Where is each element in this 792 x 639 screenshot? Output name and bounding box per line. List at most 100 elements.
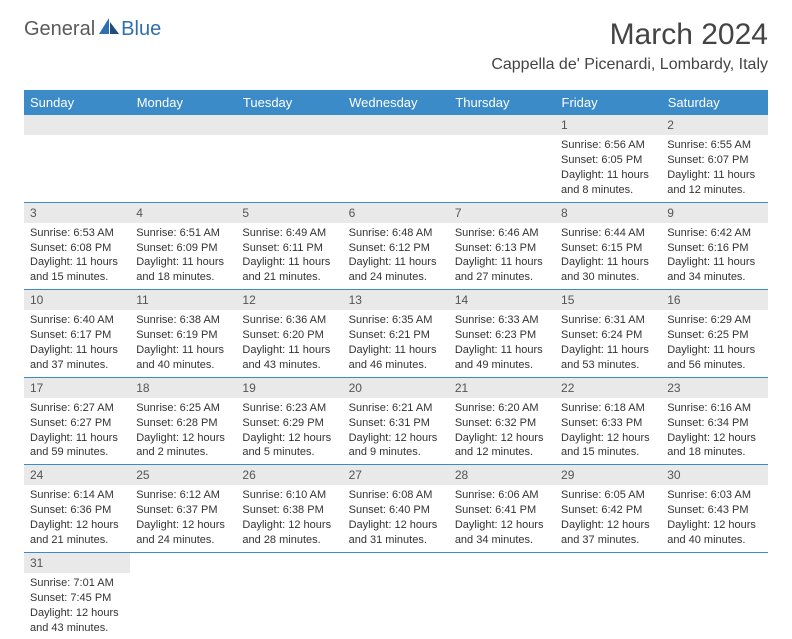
sunset: Sunset: 6:13 PM: [455, 241, 549, 256]
daylight: Daylight: 12 hours and 21 minutes.: [30, 518, 124, 548]
daylight: Daylight: 11 hours and 34 minutes.: [667, 255, 761, 285]
daylight: Daylight: 12 hours and 12 minutes.: [455, 431, 549, 461]
sunset: Sunset: 6:24 PM: [561, 328, 655, 343]
sunset: Sunset: 6:32 PM: [455, 416, 549, 431]
calendar-cell: 12Sunrise: 6:36 AMSunset: 6:20 PMDayligh…: [236, 290, 342, 378]
day-data: Sunrise: 6:29 AMSunset: 6:25 PMDaylight:…: [661, 310, 767, 376]
day-number: 30: [661, 465, 767, 485]
sunset: Sunset: 6:37 PM: [136, 503, 230, 518]
weekday-header: Tuesday: [236, 90, 342, 115]
sunrise: Sunrise: 6:29 AM: [667, 313, 761, 328]
day-data: Sunrise: 6:14 AMSunset: 6:36 PMDaylight:…: [24, 485, 130, 551]
calendar-cell: 24Sunrise: 6:14 AMSunset: 6:36 PMDayligh…: [24, 465, 130, 553]
daylight: Daylight: 12 hours and 40 minutes.: [667, 518, 761, 548]
sunset: Sunset: 6:28 PM: [136, 416, 230, 431]
calendar-cell: 10Sunrise: 6:40 AMSunset: 6:17 PMDayligh…: [24, 290, 130, 378]
calendar-row: 1Sunrise: 6:56 AMSunset: 6:05 PMDaylight…: [24, 115, 768, 202]
sunrise: Sunrise: 6:40 AM: [30, 313, 124, 328]
day-number: 22: [555, 378, 661, 398]
brand-general: General: [24, 18, 95, 41]
daylight: Daylight: 12 hours and 43 minutes.: [30, 606, 124, 636]
calendar-cell: 7Sunrise: 6:46 AMSunset: 6:13 PMDaylight…: [449, 202, 555, 290]
daylight: Daylight: 12 hours and 37 minutes.: [561, 518, 655, 548]
sunrise: Sunrise: 6:14 AM: [30, 488, 124, 503]
day-data: Sunrise: 6:48 AMSunset: 6:12 PMDaylight:…: [343, 223, 449, 289]
day-data: Sunrise: 6:12 AMSunset: 6:37 PMDaylight:…: [130, 485, 236, 551]
calendar-cell: [236, 115, 342, 202]
daylight: Daylight: 12 hours and 15 minutes.: [561, 431, 655, 461]
calendar-cell: [449, 115, 555, 202]
day-number: 24: [24, 465, 130, 485]
calendar-cell: [661, 552, 767, 639]
day-data: Sunrise: 6:49 AMSunset: 6:11 PMDaylight:…: [236, 223, 342, 289]
day-data: Sunrise: 6:03 AMSunset: 6:43 PMDaylight:…: [661, 485, 767, 551]
day-number-empty: [236, 115, 342, 135]
sunrise: Sunrise: 6:12 AM: [136, 488, 230, 503]
daylight: Daylight: 11 hours and 15 minutes.: [30, 255, 124, 285]
day-number: 17: [24, 378, 130, 398]
calendar-cell: 6Sunrise: 6:48 AMSunset: 6:12 PMDaylight…: [343, 202, 449, 290]
daylight: Daylight: 12 hours and 18 minutes.: [667, 431, 761, 461]
sunrise: Sunrise: 6:46 AM: [455, 226, 549, 241]
daylight: Daylight: 11 hours and 59 minutes.: [30, 431, 124, 461]
daylight: Daylight: 11 hours and 18 minutes.: [136, 255, 230, 285]
location: Cappella de' Picenardi, Lombardy, Italy: [491, 56, 768, 74]
sunset: Sunset: 6:08 PM: [30, 241, 124, 256]
sunset: Sunset: 6:09 PM: [136, 241, 230, 256]
weekday-header: Wednesday: [343, 90, 449, 115]
sunrise: Sunrise: 6:33 AM: [455, 313, 549, 328]
day-data: Sunrise: 7:01 AMSunset: 7:45 PMDaylight:…: [24, 573, 130, 639]
day-number: 3: [24, 203, 130, 223]
calendar-cell: 5Sunrise: 6:49 AMSunset: 6:11 PMDaylight…: [236, 202, 342, 290]
calendar-cell: 13Sunrise: 6:35 AMSunset: 6:21 PMDayligh…: [343, 290, 449, 378]
calendar-cell: 22Sunrise: 6:18 AMSunset: 6:33 PMDayligh…: [555, 377, 661, 465]
sunrise: Sunrise: 6:36 AM: [242, 313, 336, 328]
calendar-cell: 19Sunrise: 6:23 AMSunset: 6:29 PMDayligh…: [236, 377, 342, 465]
sunrise: Sunrise: 6:35 AM: [349, 313, 443, 328]
sunrise: Sunrise: 6:56 AM: [561, 138, 655, 153]
daylight: Daylight: 11 hours and 43 minutes.: [242, 343, 336, 373]
sunset: Sunset: 6:34 PM: [667, 416, 761, 431]
daylight: Daylight: 11 hours and 53 minutes.: [561, 343, 655, 373]
day-data: Sunrise: 6:55 AMSunset: 6:07 PMDaylight:…: [661, 135, 767, 201]
weekday-header-row: SundayMondayTuesdayWednesdayThursdayFrid…: [24, 90, 768, 115]
weekday-header: Sunday: [24, 90, 130, 115]
day-data: Sunrise: 6:27 AMSunset: 6:27 PMDaylight:…: [24, 398, 130, 464]
day-number: 12: [236, 290, 342, 310]
day-number: 29: [555, 465, 661, 485]
day-data: Sunrise: 6:53 AMSunset: 6:08 PMDaylight:…: [24, 223, 130, 289]
day-number: 31: [24, 553, 130, 573]
calendar-row: 31Sunrise: 7:01 AMSunset: 7:45 PMDayligh…: [24, 552, 768, 639]
day-number: 14: [449, 290, 555, 310]
sunrise: Sunrise: 6:27 AM: [30, 401, 124, 416]
day-number: 25: [130, 465, 236, 485]
sunset: Sunset: 6:36 PM: [30, 503, 124, 518]
calendar-cell: 31Sunrise: 7:01 AMSunset: 7:45 PMDayligh…: [24, 552, 130, 639]
calendar-cell: [555, 552, 661, 639]
sunset: Sunset: 6:43 PM: [667, 503, 761, 518]
sunrise: Sunrise: 6:23 AM: [242, 401, 336, 416]
weekday-header: Monday: [130, 90, 236, 115]
daylight: Daylight: 12 hours and 28 minutes.: [242, 518, 336, 548]
calendar-row: 10Sunrise: 6:40 AMSunset: 6:17 PMDayligh…: [24, 290, 768, 378]
sunset: Sunset: 6:12 PM: [349, 241, 443, 256]
day-data: Sunrise: 6:05 AMSunset: 6:42 PMDaylight:…: [555, 485, 661, 551]
sunset: Sunset: 6:15 PM: [561, 241, 655, 256]
calendar-row: 24Sunrise: 6:14 AMSunset: 6:36 PMDayligh…: [24, 465, 768, 553]
daylight: Daylight: 12 hours and 5 minutes.: [242, 431, 336, 461]
daylight: Daylight: 12 hours and 24 minutes.: [136, 518, 230, 548]
calendar-cell: [343, 115, 449, 202]
brand-blue: Blue: [121, 18, 161, 41]
sunrise: Sunrise: 6:25 AM: [136, 401, 230, 416]
day-data: Sunrise: 6:51 AMSunset: 6:09 PMDaylight:…: [130, 223, 236, 289]
daylight: Daylight: 12 hours and 2 minutes.: [136, 431, 230, 461]
calendar-cell: 2Sunrise: 6:55 AMSunset: 6:07 PMDaylight…: [661, 115, 767, 202]
sunrise: Sunrise: 6:08 AM: [349, 488, 443, 503]
sunrise: Sunrise: 6:42 AM: [667, 226, 761, 241]
day-number: 7: [449, 203, 555, 223]
day-data: Sunrise: 6:10 AMSunset: 6:38 PMDaylight:…: [236, 485, 342, 551]
daylight: Daylight: 11 hours and 12 minutes.: [667, 168, 761, 198]
sunrise: Sunrise: 6:03 AM: [667, 488, 761, 503]
day-data: Sunrise: 6:25 AMSunset: 6:28 PMDaylight:…: [130, 398, 236, 464]
sunrise: Sunrise: 6:53 AM: [30, 226, 124, 241]
